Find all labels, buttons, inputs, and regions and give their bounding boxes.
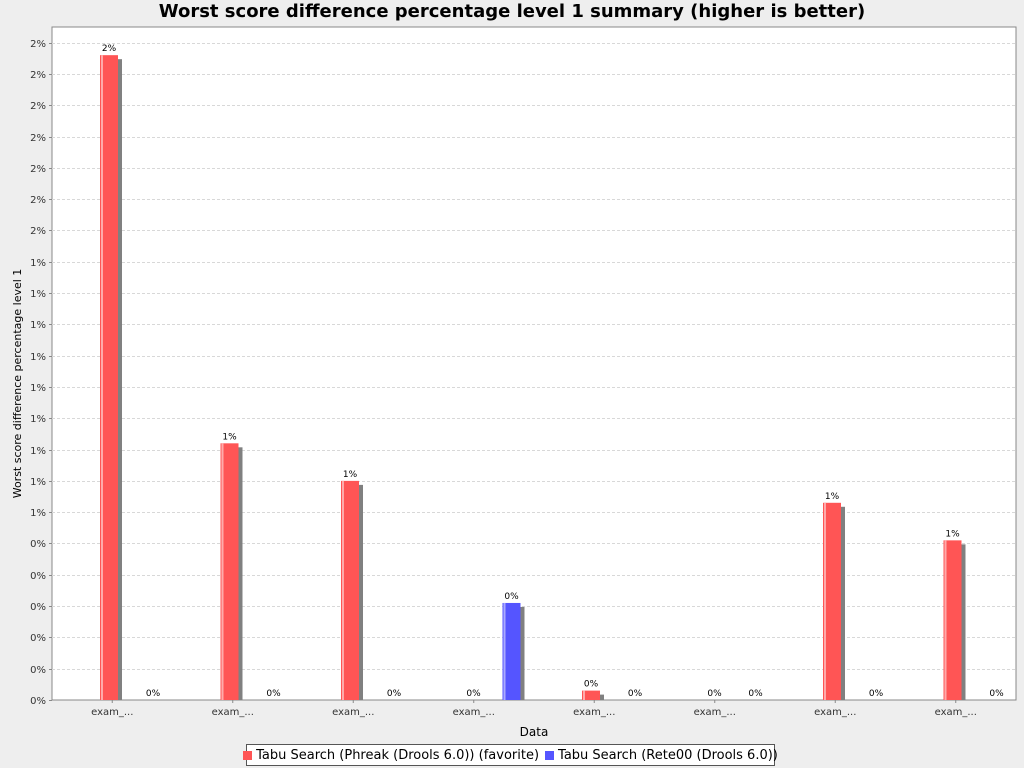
legend-label-series-2: Tabu Search (Rete00 (Drools 6.0)) [558, 747, 778, 763]
x-tick-label: exam_... [212, 707, 254, 718]
bar-highlight [221, 443, 224, 700]
x-tick-label: exam_... [814, 707, 856, 718]
y-tick-label: 1% [30, 383, 46, 394]
bar-highlight [503, 602, 506, 700]
bar [823, 502, 841, 700]
y-tick-label: 1% [30, 477, 46, 488]
bar [943, 540, 962, 700]
bar [582, 690, 600, 700]
data-label: 0% [387, 689, 402, 699]
y-tick-label: 1% [30, 446, 46, 457]
data-label: 0% [584, 680, 599, 690]
y-tick-label: 1% [30, 289, 46, 300]
y-tick-label: 0% [30, 539, 46, 550]
x-tick-label: exam_... [453, 707, 495, 718]
y-tick-label: 2% [30, 164, 46, 175]
data-label: 0% [504, 592, 519, 602]
y-tick-label: 0% [30, 665, 46, 676]
x-tick-label: exam_... [573, 707, 615, 718]
y-tick-label: 0% [30, 696, 46, 707]
legend-item-series-1: Tabu Search (Phreak (Drools 6.0)) (favor… [243, 748, 539, 763]
legend-swatch-series-2 [545, 750, 555, 760]
bar [100, 55, 118, 700]
y-tick-label: 2% [30, 70, 46, 81]
plot-area [51, 26, 1017, 701]
y-tick-label: 1% [30, 352, 46, 363]
y-tick-label: 0% [30, 633, 46, 644]
x-tick-label: exam_... [694, 707, 736, 718]
data-label: 0% [146, 689, 161, 699]
chart-title: Worst score difference percentage level … [158, 1, 866, 22]
bar [502, 602, 521, 700]
data-label: 1% [343, 470, 358, 480]
legend-item-series-2: Tabu Search (Rete00 (Drools 6.0)) [545, 748, 778, 763]
y-tick-label: 1% [30, 320, 46, 331]
y-tick-label: 2% [30, 195, 46, 206]
x-axis-title: Data [520, 725, 549, 739]
bar-highlight [583, 690, 585, 700]
bar [341, 480, 359, 700]
data-label: 2% [102, 44, 117, 54]
data-label: 1% [222, 432, 237, 442]
y-tick-label: 0% [30, 602, 46, 613]
x-tick-label: exam_... [91, 707, 133, 718]
y-tick-label: 2% [30, 39, 46, 50]
y-tick-label: 2% [30, 226, 46, 237]
y-axis-title: Worst score difference percentage level … [11, 269, 24, 499]
bar [220, 443, 239, 700]
data-label: 0% [989, 689, 1004, 699]
bar-highlight [944, 540, 947, 700]
y-tick-label: 2% [30, 101, 46, 112]
data-label: 0% [266, 689, 281, 699]
y-tick-label: 1% [30, 508, 46, 519]
data-label: 0% [748, 689, 763, 699]
data-label: 0% [707, 689, 722, 699]
bar-highlight [824, 502, 826, 700]
data-label: 1% [825, 492, 840, 502]
legend-label-series-1: Tabu Search (Phreak (Drools 6.0)) (favor… [256, 747, 540, 763]
x-tick-label: exam_... [935, 707, 977, 718]
y-tick-label: 1% [30, 414, 46, 425]
data-label: 0% [466, 689, 481, 699]
chart-legend: Tabu Search (Phreak (Drools 6.0)) (favor… [243, 744, 778, 766]
data-label: 0% [628, 689, 643, 699]
y-tick-label: 2% [30, 133, 46, 144]
y-tick-label: 0% [30, 571, 46, 582]
bar-highlight [101, 55, 103, 700]
bar-highlight [342, 480, 344, 700]
x-tick-label: exam_... [332, 707, 374, 718]
data-label: 1% [945, 529, 960, 539]
data-label: 0% [869, 689, 884, 699]
legend-swatch-series-1 [243, 750, 253, 760]
y-tick-label: 1% [30, 258, 46, 269]
